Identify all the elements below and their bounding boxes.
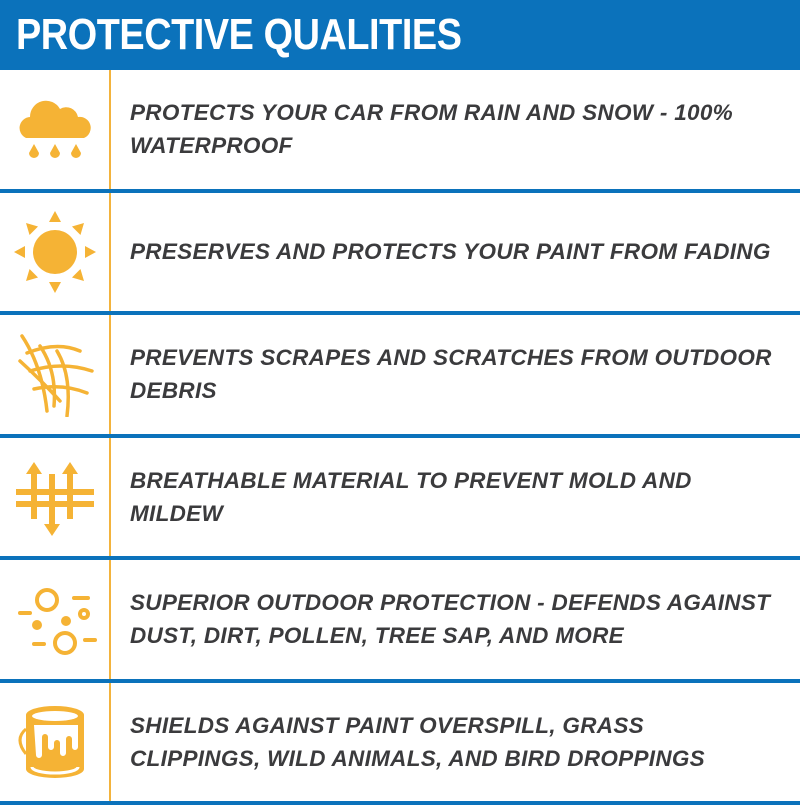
feature-row-uv: PRESERVES AND PROTECTS YOUR PAINT FROM F…: [0, 193, 800, 316]
feature-row-dust: SUPERIOR OUTDOOR PROTECTION - DEFENDS AG…: [0, 560, 800, 683]
feature-row-breathable: BREATHABLE MATERIAL TO PREVENT MOLD AND …: [0, 438, 800, 561]
feature-text: BREATHABLE MATERIAL TO PREVENT MOLD AND …: [130, 464, 780, 530]
feature-row-overspill: SHIELDS AGAINST PAINT OVERSPILL, GRASS C…: [0, 683, 800, 805]
feature-text: SHIELDS AGAINST PAINT OVERSPILL, GRASS C…: [130, 709, 780, 775]
feature-row-scratch: PREVENTS SCRAPES AND SCRATCHES FROM OUTD…: [0, 315, 800, 438]
page-title: PROTECTIVE QUALITIES: [16, 10, 462, 60]
feature-text: PRESERVES AND PROTECTS YOUR PAINT FROM F…: [130, 235, 771, 268]
breathable-arrows-icon: [0, 438, 111, 557]
paint-bucket-icon: [0, 683, 111, 802]
rain-cloud-icon: [0, 70, 111, 189]
sun-icon: [0, 193, 111, 312]
feature-text: PROTECTS YOUR CAR FROM RAIN AND SNOW - 1…: [130, 96, 780, 162]
scratch-mesh-icon: [0, 315, 111, 434]
dust-particles-icon: [0, 560, 111, 679]
feature-row-waterproof: PROTECTS YOUR CAR FROM RAIN AND SNOW - 1…: [0, 70, 800, 193]
feature-text: SUPERIOR OUTDOOR PROTECTION - DEFENDS AG…: [130, 586, 780, 652]
header-banner: PROTECTIVE QUALITIES: [0, 0, 800, 70]
feature-text: PREVENTS SCRAPES AND SCRATCHES FROM OUTD…: [130, 341, 780, 407]
